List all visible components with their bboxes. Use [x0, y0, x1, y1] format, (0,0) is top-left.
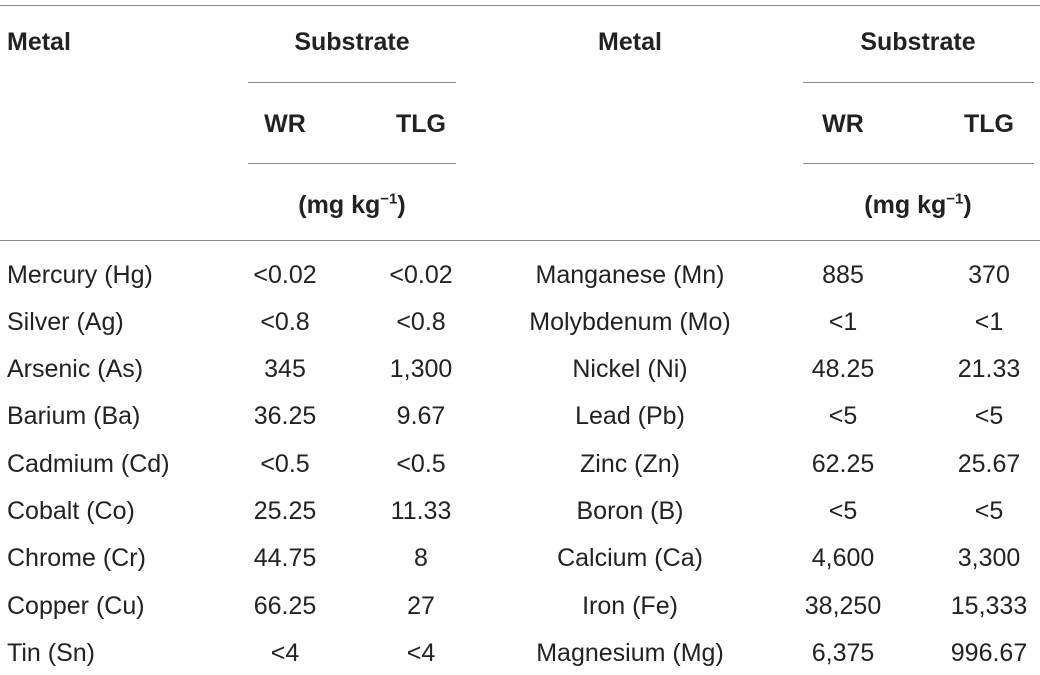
- table-row-5-wr-right: 62.25: [811, 450, 875, 478]
- header-metal-left: Metal: [7, 28, 71, 56]
- table-row-9-tlg-right: 996.67: [950, 639, 1028, 667]
- table-row-2-tlg-left: <0.8: [396, 308, 446, 336]
- header-tlg-left: TLG: [396, 110, 446, 138]
- table-row-7-tlg-right: 3,300: [957, 544, 1021, 572]
- table-row-1-wr-right: 885: [822, 261, 864, 289]
- table-row-1-wr-left: <0.02: [253, 261, 317, 289]
- table-row-8-metal-left: Copper (Cu): [7, 592, 145, 620]
- table-row-1-tlg-left: <0.02: [389, 261, 453, 289]
- table-row-3-wr-right: 48.25: [811, 355, 875, 383]
- header-tlg-right: TLG: [964, 110, 1014, 138]
- table-row-9-metal-right: Magnesium (Mg): [536, 639, 724, 667]
- table-row-4-tlg-left: 9.67: [396, 402, 446, 430]
- table-row-7-wr-left: 44.75: [253, 544, 317, 572]
- table-row-9-metal-left: Tin (Sn): [7, 639, 95, 667]
- table-row-1-metal-right: Manganese (Mn): [535, 261, 725, 289]
- header-substrate-left: Substrate: [294, 28, 410, 56]
- table-row-2-metal-left: Silver (Ag): [7, 308, 124, 336]
- table-row-2-wr-right: <1: [828, 308, 858, 336]
- header-wr-right: WR: [822, 110, 864, 138]
- table-row-5-tlg-right: 25.67: [957, 450, 1021, 478]
- substrate-rule-left: [248, 82, 456, 83]
- table-row-2-tlg-right: <1: [974, 308, 1004, 336]
- table-row-7-tlg-left: 8: [414, 544, 428, 572]
- table-row-9-tlg-left: <4: [406, 639, 436, 667]
- table-row-2-wr-left: <0.8: [260, 308, 310, 336]
- table-row-6-wr-right: <5: [828, 497, 858, 525]
- table-row-6-metal-left: Cobalt (Co): [7, 497, 135, 525]
- unit-rule-right: [803, 163, 1034, 164]
- header-bottom-rule: [0, 240, 1040, 241]
- table-row-6-wr-left: 25.25: [253, 497, 317, 525]
- table-row-2-metal-right: Molybdenum (Mo): [529, 308, 731, 336]
- table-row-7-metal-right: Calcium (Ca): [557, 544, 703, 572]
- unit-rule-left: [248, 163, 456, 164]
- table-row-6-metal-right: Boron (B): [576, 497, 684, 525]
- table-row-3-metal-right: Nickel (Ni): [572, 355, 688, 383]
- table-row-6-tlg-left: 11.33: [390, 497, 452, 525]
- table-row-6-tlg-right: <5: [974, 497, 1004, 525]
- table-row-4-tlg-right: <5: [974, 402, 1004, 430]
- table-row-5-metal-left: Cadmium (Cd): [7, 450, 170, 478]
- table-row-4-wr-left: 36.25: [253, 402, 317, 430]
- header-unit-right: (mg kg−1): [864, 190, 972, 219]
- header-substrate-right: Substrate: [860, 28, 976, 56]
- header-unit-left: (mg kg−1): [298, 190, 406, 219]
- table-row-1-metal-left: Mercury (Hg): [7, 261, 153, 289]
- table-row-9-wr-right: 6,375: [811, 639, 875, 667]
- table-row-8-metal-right: Iron (Fe): [582, 592, 678, 620]
- table-row-3-wr-left: 345: [264, 355, 306, 383]
- table-row-8-tlg-left: 27: [407, 592, 435, 620]
- table-row-5-tlg-left: <0.5: [396, 450, 446, 478]
- table-row-3-tlg-left: 1,300: [389, 355, 453, 383]
- table-row-4-wr-right: <5: [828, 402, 858, 430]
- substrate-rule-right: [803, 82, 1034, 83]
- table-row-8-wr-right: 38,250: [804, 592, 882, 620]
- table-row-5-wr-left: <0.5: [260, 450, 310, 478]
- table-row-8-tlg-right: 15,333: [950, 592, 1028, 620]
- table-row-4-metal-right: Lead (Pb): [575, 402, 685, 430]
- table-row-7-metal-left: Chrome (Cr): [7, 544, 146, 572]
- table-row-4-metal-left: Barium (Ba): [7, 402, 141, 430]
- table-row-1-tlg-right: 370: [968, 261, 1010, 289]
- header-metal-right: Metal: [598, 28, 662, 56]
- top-rule: [0, 5, 1040, 6]
- table-row-5-metal-right: Zinc (Zn): [580, 450, 680, 478]
- table-row-8-wr-left: 66.25: [253, 592, 317, 620]
- header-wr-left: WR: [264, 110, 306, 138]
- table-row-3-tlg-right: 21.33: [957, 355, 1021, 383]
- table-row-3-metal-left: Arsenic (As): [7, 355, 144, 383]
- table-row-9-wr-left: <4: [270, 639, 300, 667]
- table-row-7-wr-right: 4,600: [811, 544, 875, 572]
